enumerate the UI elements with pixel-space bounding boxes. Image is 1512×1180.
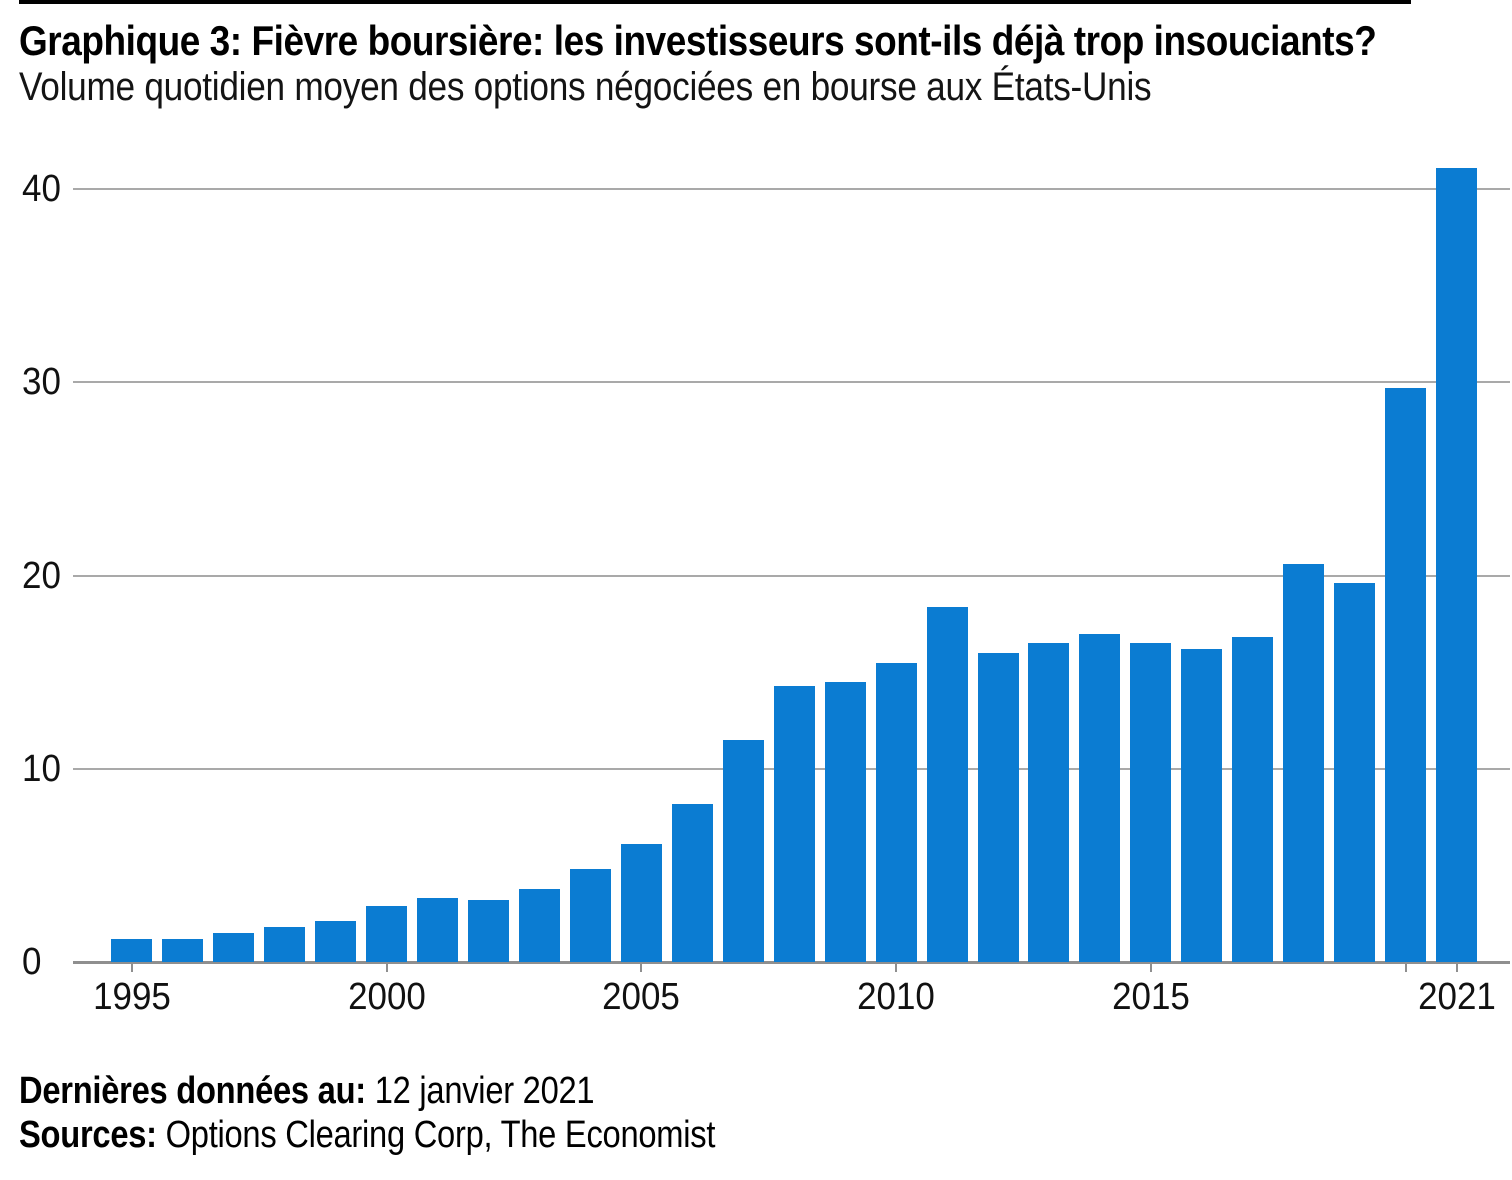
bar-2004	[569, 869, 611, 962]
chart-subtitle: Volume quotidien moyen des options négoc…	[19, 65, 1152, 109]
bar-2007	[722, 739, 764, 962]
x-tick-2021	[1455, 962, 1458, 972]
x-tick-label-2010: 2010	[857, 976, 935, 1018]
x-tick-2010	[895, 962, 898, 972]
gridline-20	[73, 574, 1510, 577]
bar-2014	[1079, 633, 1121, 962]
bar-2016	[1181, 649, 1223, 962]
bar-2019	[1334, 583, 1376, 962]
bar-2000	[366, 905, 407, 962]
bar-2005	[620, 844, 662, 962]
chart-title: Graphique 3: Fièvre boursière: les inves…	[19, 17, 1377, 64]
bar-2006	[671, 803, 713, 962]
bar-2012	[977, 652, 1019, 962]
gridline-30	[73, 381, 1510, 384]
y-tick-label-10: 10	[22, 747, 61, 790]
x-axis-line	[73, 961, 1510, 964]
x-tick-2005	[640, 962, 643, 972]
sources-label: Sources:	[19, 1114, 157, 1156]
x-tick-label-1995: 1995	[92, 976, 171, 1018]
bar-2001	[416, 898, 458, 962]
last-data-label: Dernières données au:	[19, 1070, 366, 1112]
x-tick-label-2005: 2005	[602, 976, 681, 1018]
bar-2021	[1436, 167, 1478, 962]
y-tick-label-40: 40	[22, 168, 61, 211]
bar-1996	[162, 938, 204, 962]
sources-value: Options Clearing Corp, The Economist	[156, 1114, 716, 1156]
x-tick-label-2000: 2000	[347, 976, 426, 1018]
gridline-40	[73, 188, 1510, 191]
bar-2015	[1130, 643, 1172, 962]
bar-1998	[264, 927, 306, 962]
bar-2008	[773, 685, 815, 962]
x-tick-label-2015: 2015	[1111, 976, 1190, 1018]
bar-2017	[1232, 637, 1274, 962]
top-rule	[19, 0, 1411, 4]
sources-line: Sources: Options Clearing Corp, The Econ…	[19, 1112, 715, 1158]
bar-2009	[824, 681, 866, 962]
bar-2020	[1385, 388, 1427, 962]
y-tick-label-0: 0	[22, 941, 42, 983]
x-tick-1995	[130, 962, 133, 972]
x-tick-2000	[385, 962, 388, 972]
y-tick-label-20: 20	[22, 554, 61, 597]
bar-2002	[467, 900, 509, 962]
bar-chart-plot-area	[73, 150, 1510, 964]
x-tick-2015	[1149, 962, 1152, 972]
bar-2013	[1028, 643, 1070, 962]
last-data-value: 12 janvier 2021	[365, 1070, 595, 1112]
x-tick-2020	[1404, 962, 1407, 972]
y-tick-label-30: 30	[22, 361, 61, 404]
bar-2003	[518, 888, 560, 962]
bar-1999	[315, 921, 357, 962]
bar-1997	[213, 933, 255, 962]
bar-2011	[926, 606, 968, 962]
x-tick-label-2021: 2021	[1417, 976, 1496, 1018]
bar-1995	[111, 938, 153, 962]
bar-2010	[875, 662, 917, 962]
last-data-line: Dernières données au: 12 janvier 2021	[19, 1068, 595, 1114]
bar-2018	[1283, 564, 1325, 962]
